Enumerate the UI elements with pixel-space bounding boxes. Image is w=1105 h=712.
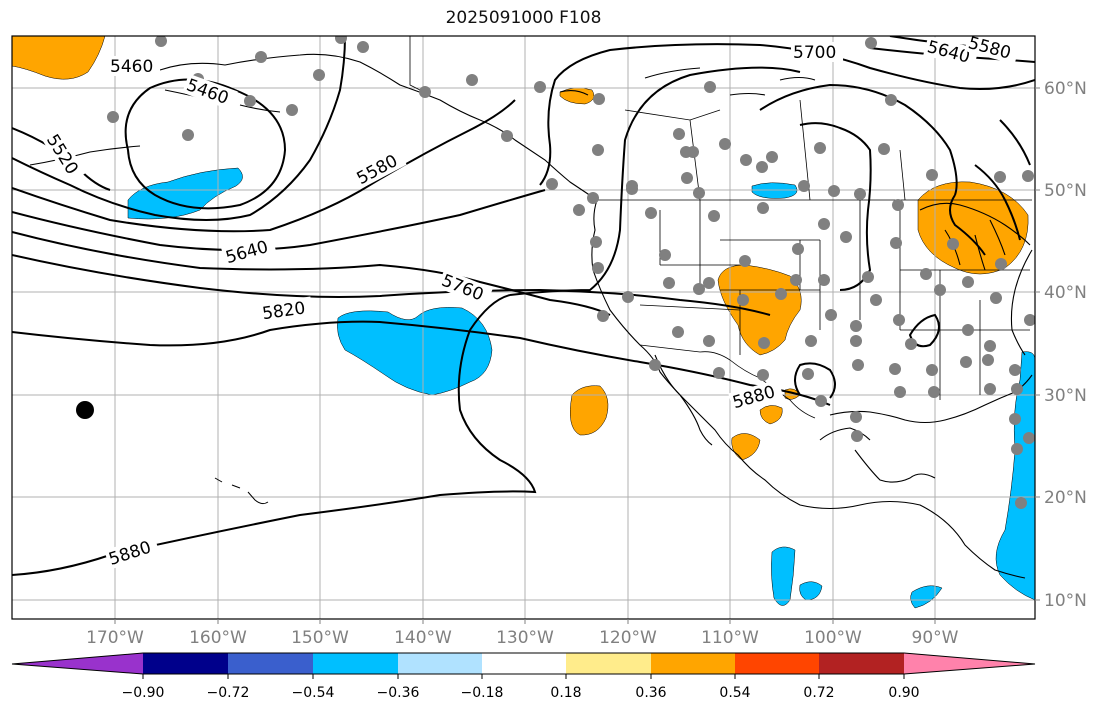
lon-tick-label: 100°W — [804, 628, 862, 648]
islands — [214, 477, 269, 505]
colorbar-tick-label: 0.90 — [888, 685, 919, 701]
contour-label: 5580 — [354, 151, 402, 189]
blue-anomaly-region — [799, 581, 823, 601]
lon-tick-label: 140°W — [394, 628, 452, 648]
marker-dot — [76, 401, 94, 419]
colorbar-segment — [904, 653, 1035, 674]
colorbar-segment — [313, 653, 398, 674]
contour-label: 5700 — [793, 43, 836, 63]
contour-label: 5640 — [925, 37, 972, 68]
political-borders — [409, 36, 1032, 419]
orange-anomaly-region — [731, 433, 761, 461]
lon-tick-label: 110°W — [701, 628, 759, 648]
colorbar-tick-label: −0.54 — [292, 685, 335, 701]
contour-label: 5640 — [223, 237, 270, 268]
blue-anomaly-region — [910, 585, 943, 609]
colorbar-tick-label: −0.18 — [461, 685, 504, 701]
colorbar-segment — [143, 653, 228, 674]
blue-anomaly-region — [771, 546, 796, 606]
station-markers — [107, 36, 1035, 509]
contour-label: 5880 — [106, 537, 153, 569]
map-frame — [11, 35, 1036, 620]
colorbar: −0.90 −0.72 −0.54 −0.36 −0.18 0.18 0.36 … — [11, 652, 1036, 701]
contour-label: 5760 — [439, 271, 487, 306]
map-title: 2025091000 F108 — [445, 8, 602, 28]
blue-anomaly-region — [751, 182, 798, 199]
orange-anomaly-region — [12, 36, 106, 80]
lon-tick-label: 90°W — [912, 628, 959, 648]
contour-label: 5460 — [110, 57, 153, 77]
colorbar-segment — [228, 653, 313, 674]
contour-label: 5520 — [42, 131, 82, 178]
lat-tick-label: 30°N — [1044, 386, 1087, 406]
colorbar-tick-label: 0.54 — [719, 685, 750, 701]
axis-ticks — [114, 87, 1040, 624]
orange-anomaly-region — [917, 181, 1029, 275]
orange-anomaly-region — [717, 264, 802, 356]
colorbar-segment — [12, 653, 143, 674]
coastlines — [29, 53, 1033, 579]
lat-tick-label: 40°N — [1044, 283, 1087, 303]
lat-labels: 60°N 50°N 40°N 30°N 20°N 10°N — [1044, 79, 1087, 611]
blue-anomaly-region — [337, 307, 493, 396]
lat-tick-label: 10°N — [1044, 591, 1087, 611]
colorbar-tick-label: −0.90 — [122, 685, 165, 701]
lon-labels: 170°W 160°W 150°W 140°W 130°W 120°W 110°… — [86, 628, 959, 648]
graticule — [12, 36, 1035, 619]
colorbar-tick-label: 0.18 — [550, 685, 581, 701]
lon-tick-label: 160°W — [189, 628, 247, 648]
height-contours — [12, 36, 1035, 576]
colorbar-tick-label: −0.72 — [207, 685, 250, 701]
colorbar-segment — [735, 653, 819, 674]
colorbar-segment — [398, 653, 482, 674]
colorbar-segment — [819, 653, 904, 674]
colorbar-segment — [566, 653, 651, 674]
lon-tick-label: 120°W — [599, 628, 657, 648]
anomaly-fills — [12, 36, 1035, 609]
orange-anomaly-region — [759, 405, 783, 425]
contour-label: 5820 — [261, 298, 307, 324]
lat-tick-label: 50°N — [1044, 181, 1087, 201]
colorbar-tick-label: −0.36 — [377, 685, 420, 701]
colorbar-segment — [651, 653, 735, 674]
orange-anomaly-region — [559, 87, 595, 105]
lon-tick-label: 130°W — [496, 628, 554, 648]
lon-tick-label: 170°W — [86, 628, 144, 648]
colorbar-tick-label: 0.72 — [803, 685, 834, 701]
colorbar-tick-label: 0.36 — [635, 685, 666, 701]
colorbar-segment — [482, 653, 566, 674]
lon-tick-label: 150°W — [291, 628, 349, 648]
lat-tick-label: 20°N — [1044, 488, 1087, 508]
orange-anomaly-region — [570, 385, 609, 436]
lat-tick-label: 60°N — [1044, 79, 1087, 99]
blue-anomaly-region — [127, 167, 243, 220]
